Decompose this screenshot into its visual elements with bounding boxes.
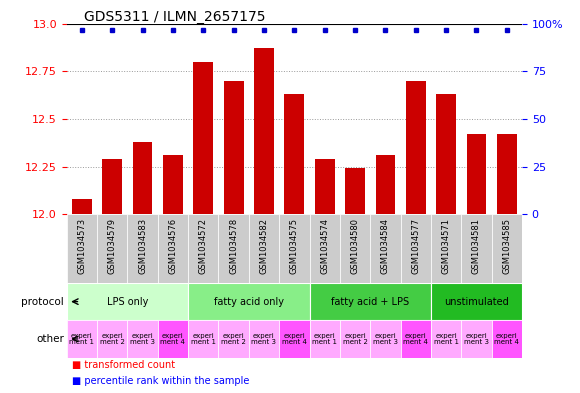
Bar bbox=[224, 81, 244, 214]
Text: GSM1034578: GSM1034578 bbox=[229, 218, 238, 274]
Text: experi
ment 4: experi ment 4 bbox=[161, 333, 186, 345]
Text: experi
ment 4: experi ment 4 bbox=[282, 333, 307, 345]
Text: GSM1034573: GSM1034573 bbox=[77, 218, 86, 274]
Text: GSM1034577: GSM1034577 bbox=[411, 218, 420, 274]
Bar bbox=[401, 320, 431, 358]
Bar bbox=[436, 94, 456, 214]
Bar bbox=[279, 320, 310, 358]
Bar bbox=[133, 142, 153, 214]
Bar bbox=[188, 214, 219, 283]
Bar bbox=[249, 320, 279, 358]
Text: experi
ment 1: experi ment 1 bbox=[70, 333, 95, 345]
Bar bbox=[340, 320, 370, 358]
Bar bbox=[310, 320, 340, 358]
Text: GSM1034581: GSM1034581 bbox=[472, 218, 481, 274]
Text: GSM1034580: GSM1034580 bbox=[350, 218, 360, 274]
Bar bbox=[97, 320, 128, 358]
Bar bbox=[466, 134, 487, 214]
Text: GSM1034583: GSM1034583 bbox=[138, 218, 147, 274]
Bar bbox=[219, 320, 249, 358]
Bar bbox=[370, 320, 401, 358]
Text: fatty acid + LPS: fatty acid + LPS bbox=[331, 297, 409, 307]
Bar bbox=[97, 214, 128, 283]
Text: GSM1034582: GSM1034582 bbox=[259, 218, 269, 274]
Bar bbox=[158, 320, 188, 358]
Bar bbox=[128, 214, 158, 283]
Text: experi
ment 2: experi ment 2 bbox=[343, 333, 368, 345]
Bar bbox=[315, 159, 335, 214]
Bar bbox=[461, 320, 492, 358]
Bar bbox=[431, 320, 461, 358]
Bar bbox=[193, 62, 213, 214]
Bar bbox=[492, 320, 522, 358]
Bar bbox=[72, 199, 92, 214]
Text: ■ transformed count: ■ transformed count bbox=[72, 360, 176, 371]
Bar bbox=[310, 214, 340, 283]
Bar bbox=[284, 94, 304, 214]
Bar bbox=[158, 214, 188, 283]
Bar bbox=[497, 134, 517, 214]
Bar bbox=[67, 214, 97, 283]
Bar bbox=[431, 283, 522, 320]
Bar bbox=[67, 320, 97, 358]
Text: ■ percentile rank within the sample: ■ percentile rank within the sample bbox=[72, 376, 250, 386]
Bar bbox=[188, 320, 219, 358]
Bar bbox=[249, 214, 279, 283]
Text: protocol: protocol bbox=[21, 297, 64, 307]
Text: GSM1034584: GSM1034584 bbox=[381, 218, 390, 274]
Text: GSM1034585: GSM1034585 bbox=[502, 218, 512, 274]
Text: experi
ment 3: experi ment 3 bbox=[130, 333, 155, 345]
Text: experi
ment 3: experi ment 3 bbox=[252, 333, 277, 345]
Text: GDS5311 / ILMN_2657175: GDS5311 / ILMN_2657175 bbox=[84, 9, 266, 24]
Text: experi
ment 4: experi ment 4 bbox=[403, 333, 428, 345]
Text: other: other bbox=[36, 334, 64, 344]
Bar bbox=[461, 214, 492, 283]
Bar bbox=[219, 214, 249, 283]
Text: experi
ment 1: experi ment 1 bbox=[191, 333, 216, 345]
Text: LPS only: LPS only bbox=[107, 297, 148, 307]
Bar bbox=[401, 214, 431, 283]
Text: experi
ment 2: experi ment 2 bbox=[100, 333, 125, 345]
Text: experi
ment 3: experi ment 3 bbox=[464, 333, 489, 345]
Bar bbox=[375, 155, 396, 214]
Text: GSM1034579: GSM1034579 bbox=[108, 218, 117, 274]
Bar bbox=[431, 214, 461, 283]
Text: experi
ment 2: experi ment 2 bbox=[221, 333, 246, 345]
Bar bbox=[310, 283, 431, 320]
Text: GSM1034576: GSM1034576 bbox=[168, 218, 177, 274]
Bar bbox=[254, 48, 274, 214]
Text: experi
ment 1: experi ment 1 bbox=[434, 333, 459, 345]
Text: GSM1034574: GSM1034574 bbox=[320, 218, 329, 274]
Bar bbox=[163, 155, 183, 214]
Bar bbox=[128, 320, 158, 358]
Bar bbox=[370, 214, 401, 283]
Bar bbox=[279, 214, 310, 283]
Bar bbox=[188, 283, 310, 320]
Bar bbox=[406, 81, 426, 214]
Text: GSM1034571: GSM1034571 bbox=[441, 218, 451, 274]
Text: fatty acid only: fatty acid only bbox=[214, 297, 284, 307]
Text: experi
ment 4: experi ment 4 bbox=[494, 333, 519, 345]
Text: experi
ment 1: experi ment 1 bbox=[312, 333, 337, 345]
Bar bbox=[345, 169, 365, 214]
Text: experi
ment 3: experi ment 3 bbox=[373, 333, 398, 345]
Text: GSM1034575: GSM1034575 bbox=[290, 218, 299, 274]
Bar bbox=[492, 214, 522, 283]
Text: unstimulated: unstimulated bbox=[444, 297, 509, 307]
Bar bbox=[340, 214, 370, 283]
Bar bbox=[102, 159, 122, 214]
Bar bbox=[67, 283, 188, 320]
Text: GSM1034572: GSM1034572 bbox=[199, 218, 208, 274]
